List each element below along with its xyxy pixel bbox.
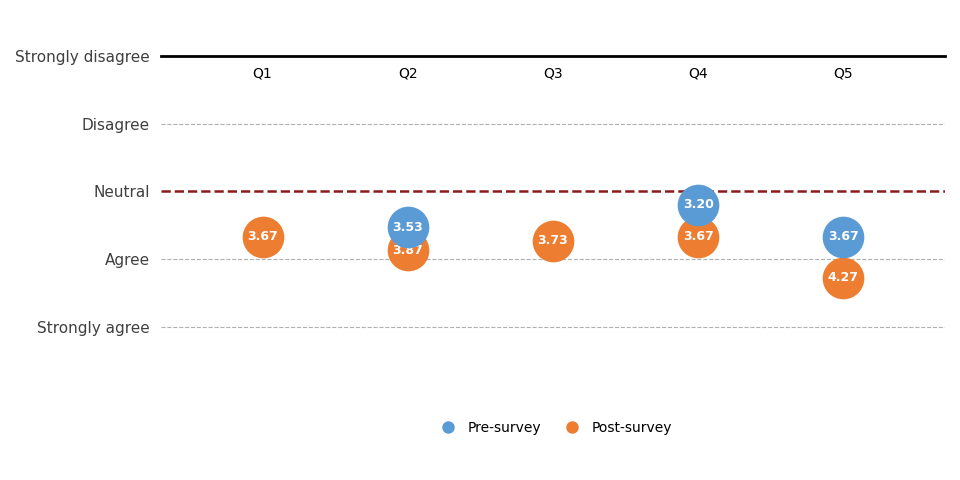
- Point: [545, 237, 561, 245]
- Text: 3.67: 3.67: [683, 230, 713, 243]
- Point: [400, 247, 416, 254]
- Text: 3.53: 3.53: [393, 221, 423, 234]
- Point: [690, 233, 706, 241]
- Point: [835, 233, 851, 241]
- Point: [835, 274, 851, 281]
- Text: 3.67: 3.67: [828, 230, 859, 243]
- Point: [690, 201, 706, 209]
- Text: 3.67: 3.67: [247, 230, 277, 243]
- Text: 3.87: 3.87: [393, 244, 423, 257]
- Text: 3.73: 3.73: [538, 234, 568, 248]
- Point: [400, 224, 416, 231]
- Text: 3.20: 3.20: [683, 199, 713, 212]
- Legend: Pre-survey, Post-survey: Pre-survey, Post-survey: [429, 415, 677, 441]
- Text: 4.27: 4.27: [828, 271, 859, 284]
- Point: [254, 233, 270, 241]
